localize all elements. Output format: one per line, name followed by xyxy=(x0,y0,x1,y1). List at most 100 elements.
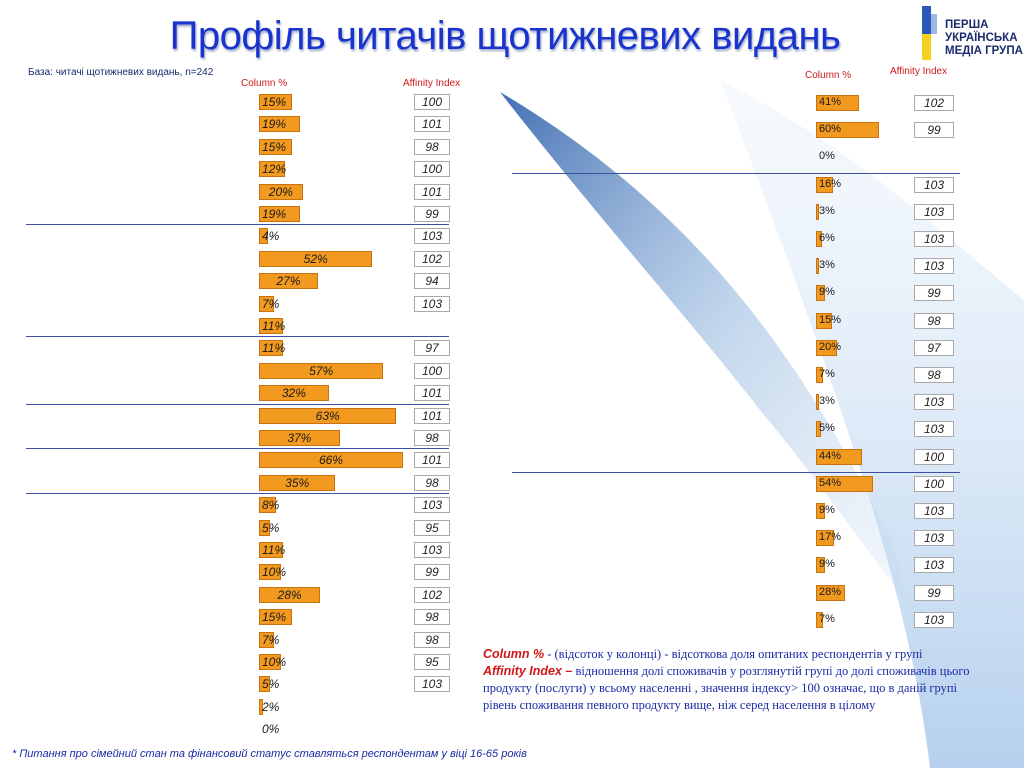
affinity-index: 103 xyxy=(914,421,954,438)
affinity-index: 103 xyxy=(414,295,450,312)
value-label: 5% xyxy=(262,520,280,535)
bar xyxy=(816,367,824,383)
bar xyxy=(259,183,303,200)
bar xyxy=(259,362,384,379)
value-label: 28% xyxy=(277,587,302,602)
bar xyxy=(259,430,340,446)
bar xyxy=(259,519,270,536)
affinity-index: 94 xyxy=(414,273,450,290)
affinity-index: 101 xyxy=(414,183,450,200)
affinity-index: 103 xyxy=(914,231,954,247)
bar xyxy=(259,228,268,245)
value-label: 15% xyxy=(262,95,287,109)
footnote: * Питання про сімейний стан та фінансови… xyxy=(12,748,527,760)
right-affinity-header: Affinity Index xyxy=(890,66,948,77)
bar xyxy=(259,116,301,133)
affinity-index: 101 xyxy=(414,407,450,424)
affinity-index: 103 xyxy=(914,557,954,574)
affinity-index: 101 xyxy=(414,452,450,469)
bar xyxy=(816,176,833,193)
value-label: 60% xyxy=(819,123,842,136)
affinity-index: 102 xyxy=(414,586,450,603)
affinity-index: 102 xyxy=(414,250,450,267)
affinity-index: 101 xyxy=(414,385,450,402)
affinity-index: 99 xyxy=(914,285,954,302)
group-separator xyxy=(26,403,449,405)
bar xyxy=(259,542,283,558)
affinity-index: 98 xyxy=(414,138,450,155)
affinity-index: 103 xyxy=(414,542,450,558)
legend-column-term: Column % xyxy=(483,647,545,661)
bar xyxy=(816,231,823,247)
bar xyxy=(259,385,329,402)
group-separator xyxy=(26,224,449,226)
group-separator xyxy=(512,172,960,174)
value-label: 9% xyxy=(819,558,835,571)
left-column-header: Column % xyxy=(241,78,288,89)
legend-column-text: - (відсоток у колонці) - відсоткова доля… xyxy=(544,647,923,661)
affinity-index: 99 xyxy=(414,564,450,581)
bar xyxy=(816,312,832,329)
value-label: 10% xyxy=(262,655,287,669)
value-label: 44% xyxy=(819,449,842,462)
value-label: 15% xyxy=(819,313,842,326)
value-label: 3% xyxy=(819,204,835,217)
affinity-index: 103 xyxy=(914,503,954,519)
value-label: 27% xyxy=(276,274,301,289)
bar xyxy=(816,339,837,356)
bar xyxy=(259,586,321,603)
affinity-index: 99 xyxy=(914,122,954,139)
value-label: 9% xyxy=(819,286,835,299)
bar xyxy=(816,611,824,628)
value-label: 28% xyxy=(819,585,842,598)
affinity-index: 103 xyxy=(914,394,954,411)
group-separator xyxy=(26,493,449,495)
logo: ПЕРША УКРАЇНСЬКА МЕДІА ГРУПА xyxy=(945,19,1023,57)
affinity-index: 100 xyxy=(414,161,450,178)
value-label: 3% xyxy=(819,395,835,408)
value-label: 5% xyxy=(819,422,835,435)
bar xyxy=(259,94,292,110)
value-label: 12% xyxy=(262,162,287,177)
value-label: 9% xyxy=(819,504,835,516)
value-label: 10% xyxy=(262,565,287,580)
bar xyxy=(259,161,286,178)
left-affinity-header: Affinity Index xyxy=(403,78,461,89)
value-label: 32% xyxy=(281,386,306,401)
affinity-index: 98 xyxy=(914,312,954,329)
value-label: 17% xyxy=(819,531,842,544)
bar xyxy=(816,285,826,302)
bar xyxy=(259,318,283,334)
value-label: 3% xyxy=(819,259,835,272)
group-separator xyxy=(26,336,449,338)
bar xyxy=(259,452,403,469)
value-label: 52% xyxy=(303,251,328,266)
affinity-index: 95 xyxy=(414,519,450,536)
affinity-index: 98 xyxy=(414,474,450,491)
bar xyxy=(259,295,275,312)
affinity-index: 100 xyxy=(914,448,954,465)
affinity-index: 97 xyxy=(414,340,450,357)
bar xyxy=(259,273,318,290)
bar xyxy=(259,497,277,514)
value-label: 6% xyxy=(819,232,835,244)
value-label: 4% xyxy=(262,229,280,244)
value-label: 41% xyxy=(819,96,842,108)
bar xyxy=(259,407,397,424)
logo-mark-icon xyxy=(918,6,942,60)
value-label: 57% xyxy=(309,363,334,378)
bar xyxy=(816,421,822,438)
bar xyxy=(816,584,846,601)
bar xyxy=(816,448,863,465)
value-label: 7% xyxy=(262,632,280,647)
bar xyxy=(259,631,275,648)
value-label: 7% xyxy=(819,612,835,625)
value-label: 16% xyxy=(819,177,842,190)
affinity-index: 103 xyxy=(914,258,954,275)
affinity-index: 103 xyxy=(914,611,954,628)
value-label: 11% xyxy=(262,341,286,356)
affinity-index: 98 xyxy=(414,631,450,648)
affinity-index: 101 xyxy=(414,116,450,133)
affinity-index: 103 xyxy=(414,497,450,514)
value-label: 11% xyxy=(262,319,286,333)
